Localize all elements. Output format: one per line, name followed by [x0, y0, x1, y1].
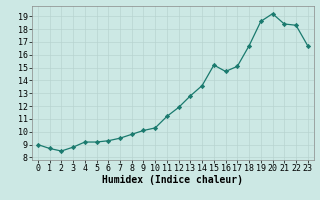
X-axis label: Humidex (Indice chaleur): Humidex (Indice chaleur)	[102, 175, 243, 185]
